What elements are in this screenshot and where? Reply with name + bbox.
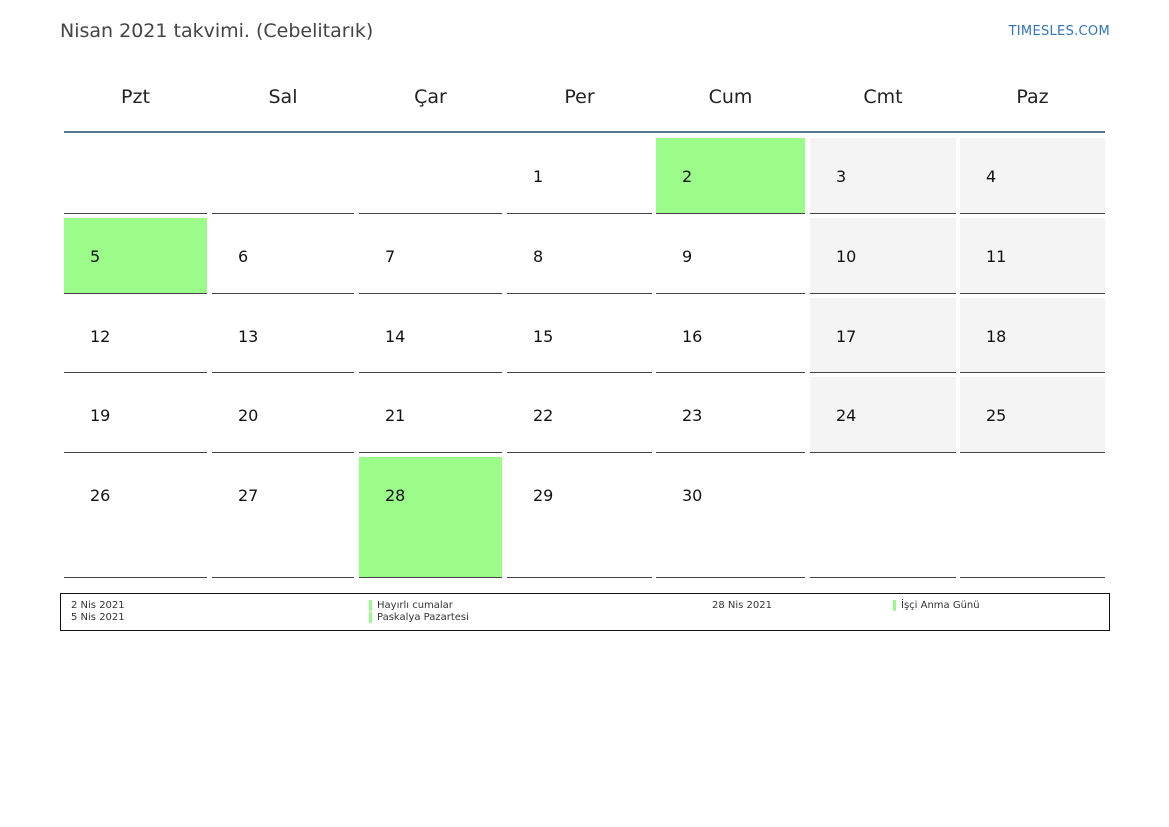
day-number: 6	[238, 247, 249, 266]
weekend-day-cell: 3	[810, 138, 956, 214]
day-number: 18	[986, 327, 1007, 346]
legend-date: 5 Nis 2021	[71, 612, 125, 623]
legend-holiday-name: Paskalya Pazartesi	[377, 612, 469, 623]
day-cell	[810, 457, 956, 578]
day-cell: 19	[64, 377, 207, 453]
weekday-label: Paz	[1016, 86, 1049, 108]
calendar-title: Nisan 2021 takvimi. (Cebelitarık)	[60, 20, 374, 42]
day-cell: 13	[212, 298, 354, 373]
header-rule	[64, 131, 1105, 133]
day-number: 25	[986, 406, 1007, 425]
legend-color-swatch	[369, 612, 372, 623]
day-cell: 1	[507, 138, 652, 214]
day-cell: 7	[359, 218, 502, 294]
weekend-day-cell: 24	[810, 377, 956, 453]
legend-date: 28 Nis 2021	[712, 600, 772, 611]
day-cell: 20	[212, 377, 354, 453]
day-cell: 16	[656, 298, 805, 373]
legend-color-swatch	[893, 600, 896, 611]
holiday-day-cell: 2	[656, 138, 805, 214]
day-number: 21	[385, 406, 406, 425]
day-number: 28	[385, 486, 406, 505]
weekday-label: Pzt	[121, 86, 150, 108]
weekend-day-cell: 25	[960, 377, 1105, 453]
day-cell	[359, 138, 502, 214]
weekday-label: Cum	[708, 86, 753, 108]
holiday-day-cell: 28	[359, 457, 502, 578]
holiday-day-cell: 5	[64, 218, 207, 294]
day-number: 13	[238, 327, 259, 346]
day-number: 26	[90, 486, 111, 505]
day-number: 23	[682, 406, 703, 425]
day-number: 3	[836, 167, 847, 186]
legend-holiday-name: Hayırlı cumalar	[377, 600, 453, 611]
day-number: 14	[385, 327, 406, 346]
day-number: 10	[836, 247, 857, 266]
day-cell: 30	[656, 457, 805, 578]
day-cell	[64, 138, 207, 214]
day-cell: 6	[212, 218, 354, 294]
day-number: 11	[986, 247, 1007, 266]
legend-holiday-name: İşçi Anma Günü	[901, 600, 980, 611]
day-cell: 26	[64, 457, 207, 578]
day-number: 9	[682, 247, 693, 266]
weekday-label: Çar	[414, 86, 447, 108]
legend-date: 2 Nis 2021	[71, 600, 125, 611]
day-number: 29	[533, 486, 554, 505]
day-number: 20	[238, 406, 259, 425]
day-number: 8	[533, 247, 544, 266]
day-number: 5	[90, 247, 101, 266]
day-number: 17	[836, 327, 857, 346]
day-cell: 22	[507, 377, 652, 453]
day-number: 15	[533, 327, 554, 346]
weekday-label: Sal	[268, 86, 298, 108]
weekend-day-cell: 18	[960, 298, 1105, 373]
holiday-legend: 2 Nis 2021 Hayırlı cumalar 5 Nis 2021 Paska…	[60, 593, 1110, 631]
weekend-day-cell: 11	[960, 218, 1105, 294]
day-number: 4	[986, 167, 997, 186]
day-number: 7	[385, 247, 396, 266]
weekend-day-cell: 17	[810, 298, 956, 373]
day-cell: 23	[656, 377, 805, 453]
day-number: 27	[238, 486, 259, 505]
day-cell	[212, 138, 354, 214]
day-cell: 9	[656, 218, 805, 294]
legend-color-swatch	[369, 600, 372, 611]
day-number: 2	[682, 167, 693, 186]
day-number: 24	[836, 406, 857, 425]
day-number: 16	[682, 327, 703, 346]
day-cell: 14	[359, 298, 502, 373]
day-cell: 15	[507, 298, 652, 373]
day-number: 22	[533, 406, 554, 425]
day-cell: 29	[507, 457, 652, 578]
day-cell: 27	[212, 457, 354, 578]
day-cell: 21	[359, 377, 502, 453]
day-number: 1	[533, 167, 544, 186]
day-cell: 12	[64, 298, 207, 373]
day-cell: 8	[507, 218, 652, 294]
day-number: 19	[90, 406, 111, 425]
weekend-day-cell: 10	[810, 218, 956, 294]
day-number: 30	[682, 486, 703, 505]
weekday-label: Cmt	[863, 86, 903, 108]
brand-link[interactable]: TIMESLES.COM	[1008, 24, 1110, 39]
weekday-label: Per	[564, 86, 595, 108]
weekend-day-cell: 4	[960, 138, 1105, 214]
day-number: 12	[90, 327, 111, 346]
day-cell	[960, 457, 1105, 578]
